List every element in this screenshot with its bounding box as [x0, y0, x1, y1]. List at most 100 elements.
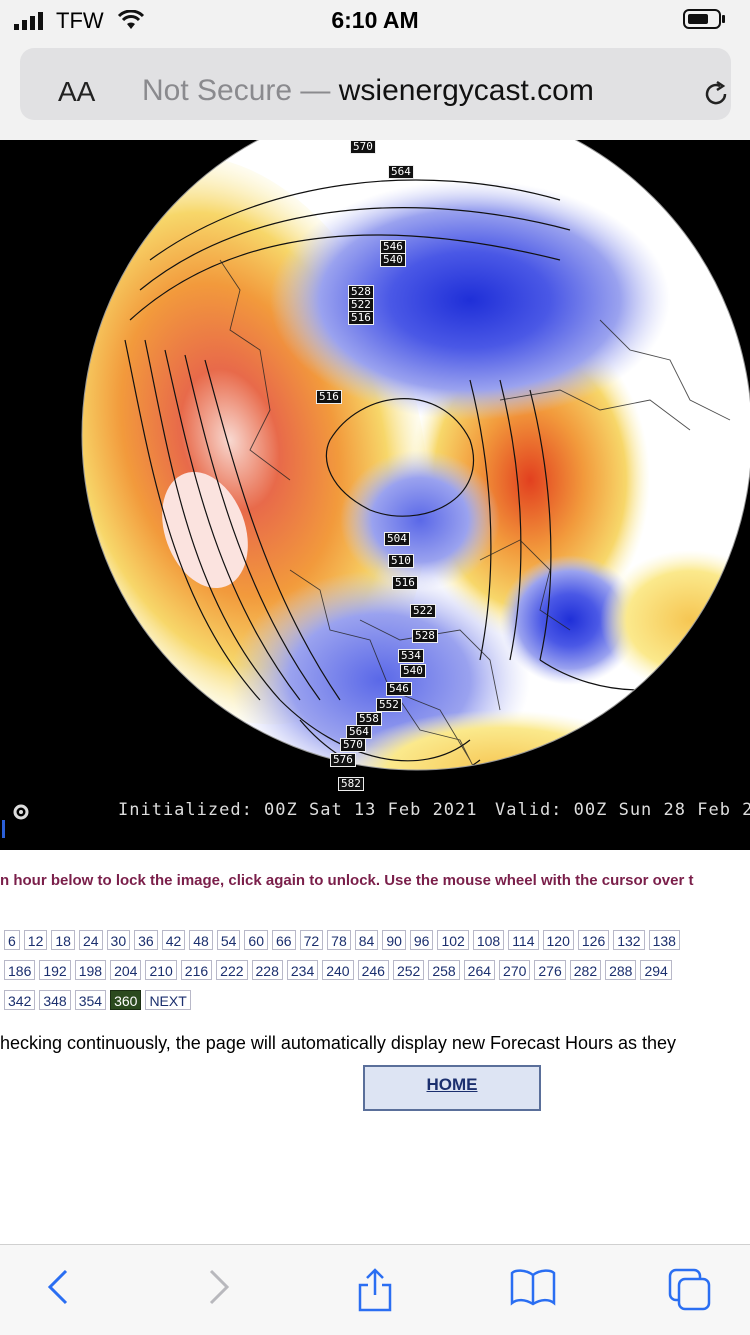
hour-button[interactable]: 78 — [327, 930, 351, 950]
slider-marker — [2, 820, 5, 838]
hour-button[interactable]: 252 — [392, 960, 425, 980]
contour-label: 504 — [384, 532, 410, 546]
text-size-button[interactable]: AA — [58, 76, 96, 107]
hour-button[interactable]: 66 — [272, 930, 296, 950]
hour-row-2: 186 192 198 204 210 216 222 228 234 240 246 252 258 2… — [4, 960, 676, 980]
reload-icon[interactable] — [700, 78, 732, 110]
hour-button[interactable]: 294 — [640, 960, 672, 980]
browser-toolbar — [0, 1244, 750, 1335]
bookmarks-icon[interactable] — [509, 1267, 557, 1307]
hour-button[interactable]: 72 — [299, 930, 324, 950]
hour-button[interactable]: 228 — [251, 960, 283, 980]
contour-label: 546 — [386, 682, 412, 696]
lock-instructions: n hour below to lock the image, click ag… — [0, 872, 694, 889]
hour-button[interactable]: 354 — [74, 990, 107, 1010]
hour-button[interactable]: 222 — [216, 960, 248, 980]
hour-button[interactable]: 288 — [605, 960, 637, 980]
hour-button[interactable]: 234 — [286, 960, 319, 980]
contour-label: 528 — [412, 629, 438, 643]
contour-label: 564 — [388, 165, 414, 179]
hour-button[interactable]: 360 — [110, 990, 142, 1010]
hour-button[interactable]: 30 — [106, 930, 131, 950]
contour-label: 516 — [316, 390, 342, 404]
hour-button[interactable]: 12 — [23, 930, 48, 950]
hour-button[interactable]: 258 — [428, 960, 460, 980]
hour-button[interactable]: 240 — [322, 960, 354, 980]
contour-label: 522 — [348, 298, 374, 312]
hour-button[interactable]: 108 — [472, 930, 505, 950]
contour-label: 576 — [330, 753, 356, 767]
contour-label: 570 — [350, 140, 376, 154]
forward-icon[interactable] — [203, 1267, 233, 1307]
settings-icon[interactable] — [12, 803, 30, 821]
contour-label: 570 — [340, 738, 366, 752]
contour-label: 540 — [400, 664, 426, 678]
hour-button[interactable]: 348 — [39, 990, 71, 1010]
forecast-map[interactable]: 570 564 546 540 528 522 516 516 504 510 516 522 528 5… — [0, 140, 750, 850]
next-button[interactable]: NEXT — [145, 990, 191, 1010]
hour-button[interactable]: 126 — [577, 930, 610, 950]
initialized-caption: Initialized: 00Z Sat 13 Feb 2021 — [118, 800, 478, 820]
hour-button[interactable]: 138 — [648, 930, 680, 950]
contour-label: 516 — [348, 311, 374, 325]
contour-label: 516 — [392, 576, 418, 590]
hour-button[interactable]: 114 — [508, 930, 539, 950]
browser-chrome: AA Not Secure — wsienergycast.com — [0, 40, 750, 140]
hour-button[interactable]: 120 — [542, 930, 574, 950]
tabs-icon[interactable] — [667, 1267, 713, 1313]
hour-row-1: 6 12 18 24 30 36 42 48 54 60 66 72 78 84 90 96 102 108 114… — [4, 930, 684, 950]
contour-label: 564 — [346, 725, 372, 739]
back-icon[interactable] — [44, 1267, 74, 1307]
wifi-icon — [117, 10, 145, 29]
hour-button[interactable]: 282 — [569, 960, 602, 980]
carrier-name: TFW — [56, 8, 104, 33]
contour-label: 528 — [348, 285, 374, 299]
hour-button[interactable]: 204 — [110, 960, 142, 980]
hour-row-3: 342 348 354 360 NEXT — [4, 990, 195, 1010]
hour-button[interactable]: 216 — [180, 960, 213, 980]
hour-button[interactable]: 276 — [534, 960, 566, 980]
status-bar: TFW 6:10 AM — [0, 0, 750, 40]
hour-button[interactable]: 264 — [463, 960, 496, 980]
security-label: Not Secure — — [142, 74, 339, 107]
url-display[interactable]: Not Secure — wsienergycast.com — [142, 74, 594, 108]
contour-label: 510 — [388, 554, 414, 568]
battery-tip — [722, 15, 725, 23]
contour-label: 540 — [380, 253, 406, 267]
hour-button[interactable]: 192 — [39, 960, 71, 980]
hour-button[interactable]: 198 — [74, 960, 107, 980]
hour-button[interactable]: 6 — [4, 930, 20, 950]
hour-button[interactable]: 18 — [51, 930, 75, 950]
contour-label: 552 — [376, 698, 402, 712]
hour-button[interactable]: 246 — [357, 960, 389, 980]
clock: 6:10 AM — [331, 7, 419, 33]
signal-icon — [14, 12, 43, 30]
hour-button[interactable]: 24 — [78, 930, 103, 950]
home-button[interactable]: HOME — [363, 1065, 541, 1111]
contour-label: 546 — [380, 240, 406, 254]
hour-button[interactable]: 210 — [145, 960, 177, 980]
home-link[interactable]: HOME — [426, 1075, 478, 1094]
hour-button[interactable]: 102 — [437, 930, 469, 950]
valid-caption: Valid: 00Z Sun 28 Feb 2 — [495, 800, 750, 820]
battery-icon — [683, 9, 721, 29]
hour-button[interactable]: 186 — [4, 960, 36, 980]
hour-button[interactable]: 84 — [354, 930, 379, 950]
domain-label: wsienergycast.com — [338, 74, 594, 107]
hemisphere-map — [81, 140, 750, 771]
hour-button[interactable]: 342 — [4, 990, 36, 1010]
share-icon[interactable] — [356, 1267, 394, 1313]
hour-button[interactable]: 270 — [499, 960, 531, 980]
contour-label: 558 — [356, 712, 382, 726]
hour-button[interactable]: 90 — [382, 930, 406, 950]
contour-label: 534 — [398, 649, 424, 663]
hour-button[interactable]: 42 — [161, 930, 186, 950]
hour-button[interactable]: 132 — [613, 930, 645, 950]
auto-update-text: hecking continuously, the page will auto… — [0, 1033, 677, 1053]
address-bar[interactable]: AA Not Secure — wsienergycast.com — [20, 48, 731, 120]
hour-button[interactable]: 96 — [409, 930, 434, 950]
hour-button[interactable]: 54 — [216, 930, 241, 950]
hour-button[interactable]: 48 — [189, 930, 213, 950]
hour-button[interactable]: 60 — [244, 930, 268, 950]
hour-button[interactable]: 36 — [134, 930, 158, 950]
